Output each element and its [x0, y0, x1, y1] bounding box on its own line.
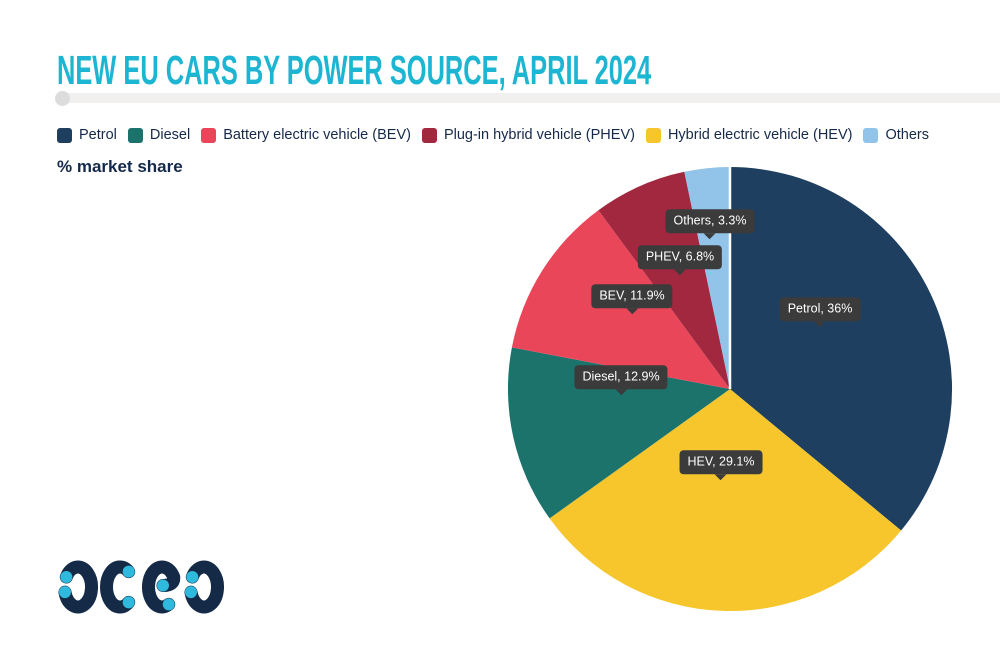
page-title: NEW EU CARS BY POWER SOURCE, APRIL 2024	[57, 47, 652, 93]
legend-label-diesel: Diesel	[149, 127, 191, 143]
pie-slice-phev	[598, 171, 730, 389]
legend-item-others: Others	[863, 127, 929, 143]
unit-label: % market share	[57, 157, 183, 176]
legend-label-bev: Battery electric vehicle (BEV)	[223, 127, 411, 143]
pie-slice-diesel	[507, 347, 730, 519]
legend-item-bev: Battery electric vehicle (BEV)	[201, 127, 411, 143]
legend-swatch-petrol	[57, 127, 72, 143]
legend-swatch-others	[863, 127, 879, 143]
legend-item-diesel: Diesel	[127, 127, 191, 143]
legend-label-phev: Plug-in hybrid vehicle (PHEV)	[443, 127, 635, 143]
acea-logo	[58, 560, 224, 614]
legend-swatch-bev	[201, 127, 217, 143]
title-divider-cap	[55, 91, 70, 106]
legend-item-petrol: Petrol	[57, 127, 117, 143]
pie-slice-hev	[549, 389, 902, 612]
pie-slice-petrol	[730, 167, 953, 531]
legend-label-others: Others	[885, 127, 929, 143]
legend-item-phev: Plug-in hybrid vehicle (PHEV)	[421, 127, 635, 143]
title-divider	[57, 93, 1000, 103]
legend-swatch-hev	[645, 127, 661, 143]
logo-letter-a2	[184, 560, 224, 614]
legend-label-petrol: Petrol	[79, 127, 117, 143]
legend-item-hev: Hybrid electric vehicle (HEV)	[645, 127, 853, 143]
legend-swatch-phev	[421, 127, 437, 143]
legend: Petrol Diesel Battery electric vehicle (BE…	[57, 127, 929, 143]
legend-swatch-diesel	[127, 127, 143, 143]
logo-letter-c	[100, 560, 136, 614]
logo-dots	[58, 565, 199, 611]
legend-label-hev: Hybrid electric vehicle (HEV)	[667, 127, 853, 143]
logo-letter-a	[58, 560, 98, 614]
pie-slices	[507, 167, 953, 612]
